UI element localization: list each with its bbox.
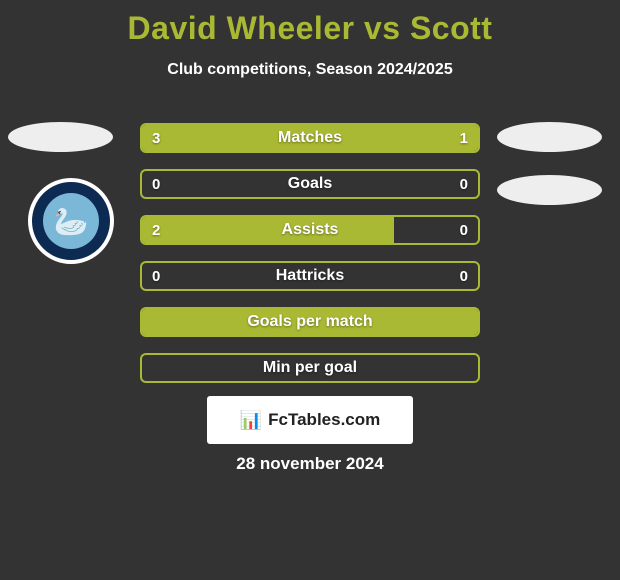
stat-label: Goals	[142, 171, 478, 197]
stat-label: Assists	[142, 217, 478, 243]
club-badge-icon: 🦢	[43, 193, 99, 249]
stat-row-matches: 3 Matches 1	[140, 123, 480, 153]
stat-row-hattricks: 0 Hattricks 0	[140, 261, 480, 291]
stat-value-right: 0	[460, 263, 468, 289]
stat-label: Hattricks	[142, 263, 478, 289]
stat-value-right: 0	[460, 171, 468, 197]
stat-label: Goals per match	[142, 309, 478, 335]
player-left-placeholder	[8, 122, 113, 152]
footer-badge[interactable]: 📊 FcTables.com	[207, 396, 413, 444]
footer-date: 28 november 2024	[0, 454, 620, 474]
stat-row-min-per-goal: Min per goal	[140, 353, 480, 383]
stat-label: Matches	[142, 125, 478, 151]
stats-container: 3 Matches 1 0 Goals 0 2 Assists 0 0 Hatt…	[140, 123, 480, 399]
subtitle: Club competitions, Season 2024/2025	[0, 61, 620, 79]
stat-label: Min per goal	[142, 355, 478, 381]
page-title: David Wheeler vs Scott	[0, 0, 620, 47]
player-right-placeholder-1	[497, 122, 602, 152]
stat-row-goals: 0 Goals 0	[140, 169, 480, 199]
stat-value-right: 0	[460, 217, 468, 243]
stat-row-assists: 2 Assists 0	[140, 215, 480, 245]
footer-site-text: FcTables.com	[268, 410, 380, 430]
chart-icon: 📊	[240, 410, 262, 431]
player-right-placeholder-2	[497, 175, 602, 205]
stat-value-right: 1	[460, 125, 468, 151]
stat-row-goals-per-match: Goals per match	[140, 307, 480, 337]
club-badge: 🦢	[28, 178, 114, 264]
